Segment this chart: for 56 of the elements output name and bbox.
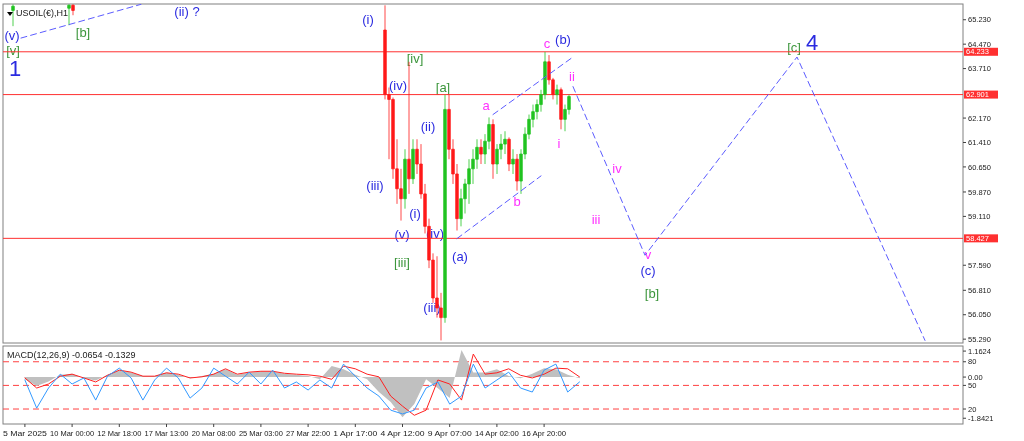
candlestick <box>515 153 519 192</box>
line-series <box>24 363 580 415</box>
chart-title: USOIL(€),H1 <box>16 8 69 18</box>
candlestick <box>67 4 71 26</box>
x-tick-label: 5 Mar 2025 <box>2 429 48 438</box>
annotation: i <box>557 135 561 151</box>
annotation: (v) <box>4 27 20 43</box>
x-tick-label: 27 Mar 22:00 <box>286 429 334 438</box>
annotation: (ii) <box>420 118 436 134</box>
candlestick <box>479 138 483 165</box>
annotation: a <box>482 97 491 113</box>
annotation: ii <box>569 68 575 84</box>
annotation: iv <box>612 160 623 176</box>
candlestick <box>511 148 515 175</box>
candlestick <box>491 118 495 180</box>
x-tick-label: 20 Mar 08:00 <box>191 429 239 438</box>
candlestick <box>555 84 559 105</box>
candlestick <box>507 136 511 172</box>
annotation: (ii) ? <box>174 3 200 19</box>
annotation: (iv) <box>388 77 408 93</box>
x-tick-label: 9 Apr 07:00 <box>427 429 473 438</box>
x-tick-label: 25 Mar 03:00 <box>238 429 287 438</box>
annotation: [c] <box>787 39 801 55</box>
candlestick <box>503 130 507 155</box>
annotation: (a) <box>452 248 468 264</box>
annotation: v <box>644 246 652 262</box>
candlestick <box>11 4 15 27</box>
annotation: (iii) <box>366 177 384 193</box>
x-tick-label: 12 Mar 18:00 <box>97 429 145 438</box>
annotation: [iv] <box>406 50 424 66</box>
annotation: [b] <box>75 24 91 40</box>
annotation: [b] <box>644 285 660 301</box>
chart-title: MACD(12,26,9) -0.0654 -0.1329 <box>7 350 136 360</box>
annotation: (v) <box>394 226 410 242</box>
annotation: (i) <box>362 11 374 27</box>
candlestick <box>559 87 563 130</box>
candlestick <box>71 4 75 16</box>
line-series <box>572 56 926 341</box>
x-tick-label: 14 Apr 02:00 <box>474 429 521 438</box>
annotation: iii <box>591 211 601 227</box>
annotation: c <box>543 35 551 51</box>
annotation: (c) <box>640 262 656 278</box>
x-tick-label: 17 Mar 13:00 <box>144 429 192 438</box>
candlestick <box>411 138 415 185</box>
annotation: 4 <box>805 29 819 55</box>
x-tick-label: 16 Apr 20:00 <box>522 429 568 438</box>
annotation: [a] <box>435 79 451 95</box>
x-tick-label: 4 Apr 12:00 <box>380 429 426 438</box>
candlestick <box>403 148 407 210</box>
x-tick-label: 1 Apr 17:00 <box>333 429 378 438</box>
annotation: (b) <box>555 31 571 47</box>
annotation: b <box>513 193 521 209</box>
annotation: (i) <box>409 205 421 221</box>
candlestick <box>443 94 447 324</box>
x-tick-label: 10 Mar 00:00 <box>50 429 98 438</box>
annotation: [iii] <box>394 254 410 270</box>
